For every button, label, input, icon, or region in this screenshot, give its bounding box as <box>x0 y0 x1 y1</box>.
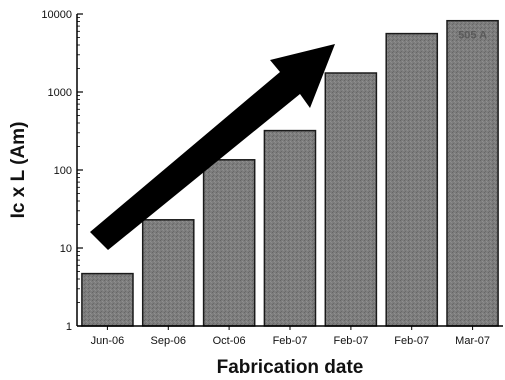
bar-series <box>81 19 499 327</box>
x-axis-title: Fabrication date <box>217 357 364 378</box>
y-tick-label-5: 10000 <box>41 9 72 21</box>
bar-6 <box>385 32 439 327</box>
x-tick-label-2: Sep-06 <box>151 335 186 347</box>
bar-5 <box>324 72 378 327</box>
bar-3 <box>202 159 256 327</box>
y-axis-title: Ic x L (Am) <box>8 122 29 219</box>
x-tick-label-5: Feb-07 <box>333 335 368 347</box>
bar-2 <box>141 219 195 327</box>
y-ticks: 1 10 100 1000 10000 <box>41 9 83 333</box>
x-tick-label-6: Feb-07 <box>394 335 429 347</box>
bar-labels: 505 A <box>458 30 487 42</box>
x-tick-label-1: Jun-06 <box>91 335 125 347</box>
trend-arrow <box>90 44 335 250</box>
x-ticks: Jun-06 Sep-06 Oct-06 Feb-07 Feb-07 Feb-07 Mar-… <box>91 326 490 347</box>
y-tick-label-2: 10 <box>60 243 72 255</box>
x-tick-label-7: Mar-07 <box>455 335 490 347</box>
x-tick-label-3: Oct-06 <box>213 335 246 347</box>
bar-7 <box>446 19 499 327</box>
bar-1 <box>81 272 134 327</box>
y-tick-label-4: 1000 <box>48 87 72 99</box>
bar-label-top-7: 505 A <box>458 30 487 42</box>
x-tick-label-4: Feb-07 <box>273 335 308 347</box>
y-tick-label-1: 1 <box>66 321 72 333</box>
y-tick-label-3: 100 <box>54 165 72 177</box>
bar-4 <box>263 129 317 327</box>
